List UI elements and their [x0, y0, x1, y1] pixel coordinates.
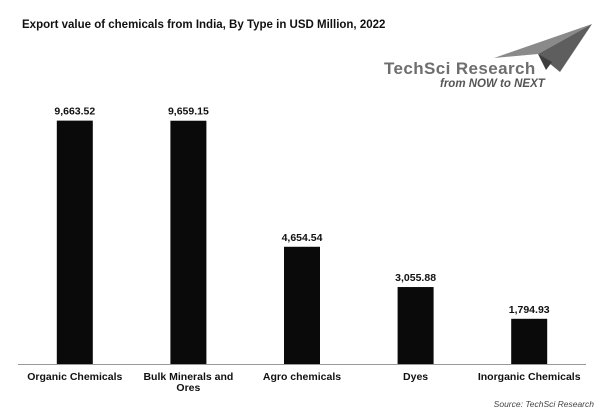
data-label: 3,055.88 [395, 272, 436, 284]
x-tick-label: Dyes [403, 371, 428, 383]
logo-tagline: from NOW to NEXT [440, 78, 545, 90]
chart-title: Export value of chemicals from India, By… [22, 19, 386, 31]
bar-inorganic-chemicals [511, 318, 548, 364]
x-tick-label: Bulk Minerals and [143, 371, 233, 383]
bar-organic-chemicals [56, 120, 93, 364]
data-label: 1,794.93 [509, 304, 550, 316]
bar-bulk-minerals-and-ores [170, 120, 207, 365]
source-note: Source: TechSci Research [493, 399, 594, 409]
x-tick-label: Organic Chemicals [27, 371, 122, 383]
x-tick-label: Ores [176, 382, 200, 394]
bar-agro-chemicals [284, 246, 320, 364]
techsci-logo: TechSci Research from NOW to NEXT [384, 22, 594, 92]
paper-plane-icon [494, 24, 592, 72]
logo-brand-text: TechSci Research [384, 59, 536, 78]
x-tick-label: Agro chemicals [263, 371, 341, 383]
bar-dyes [397, 287, 434, 364]
x-tick-label: Inorganic Chemicals [478, 371, 581, 383]
data-label: 9,659.15 [168, 106, 209, 118]
data-label: 4,654.54 [282, 232, 323, 244]
data-label: 9,663.52 [54, 106, 95, 118]
